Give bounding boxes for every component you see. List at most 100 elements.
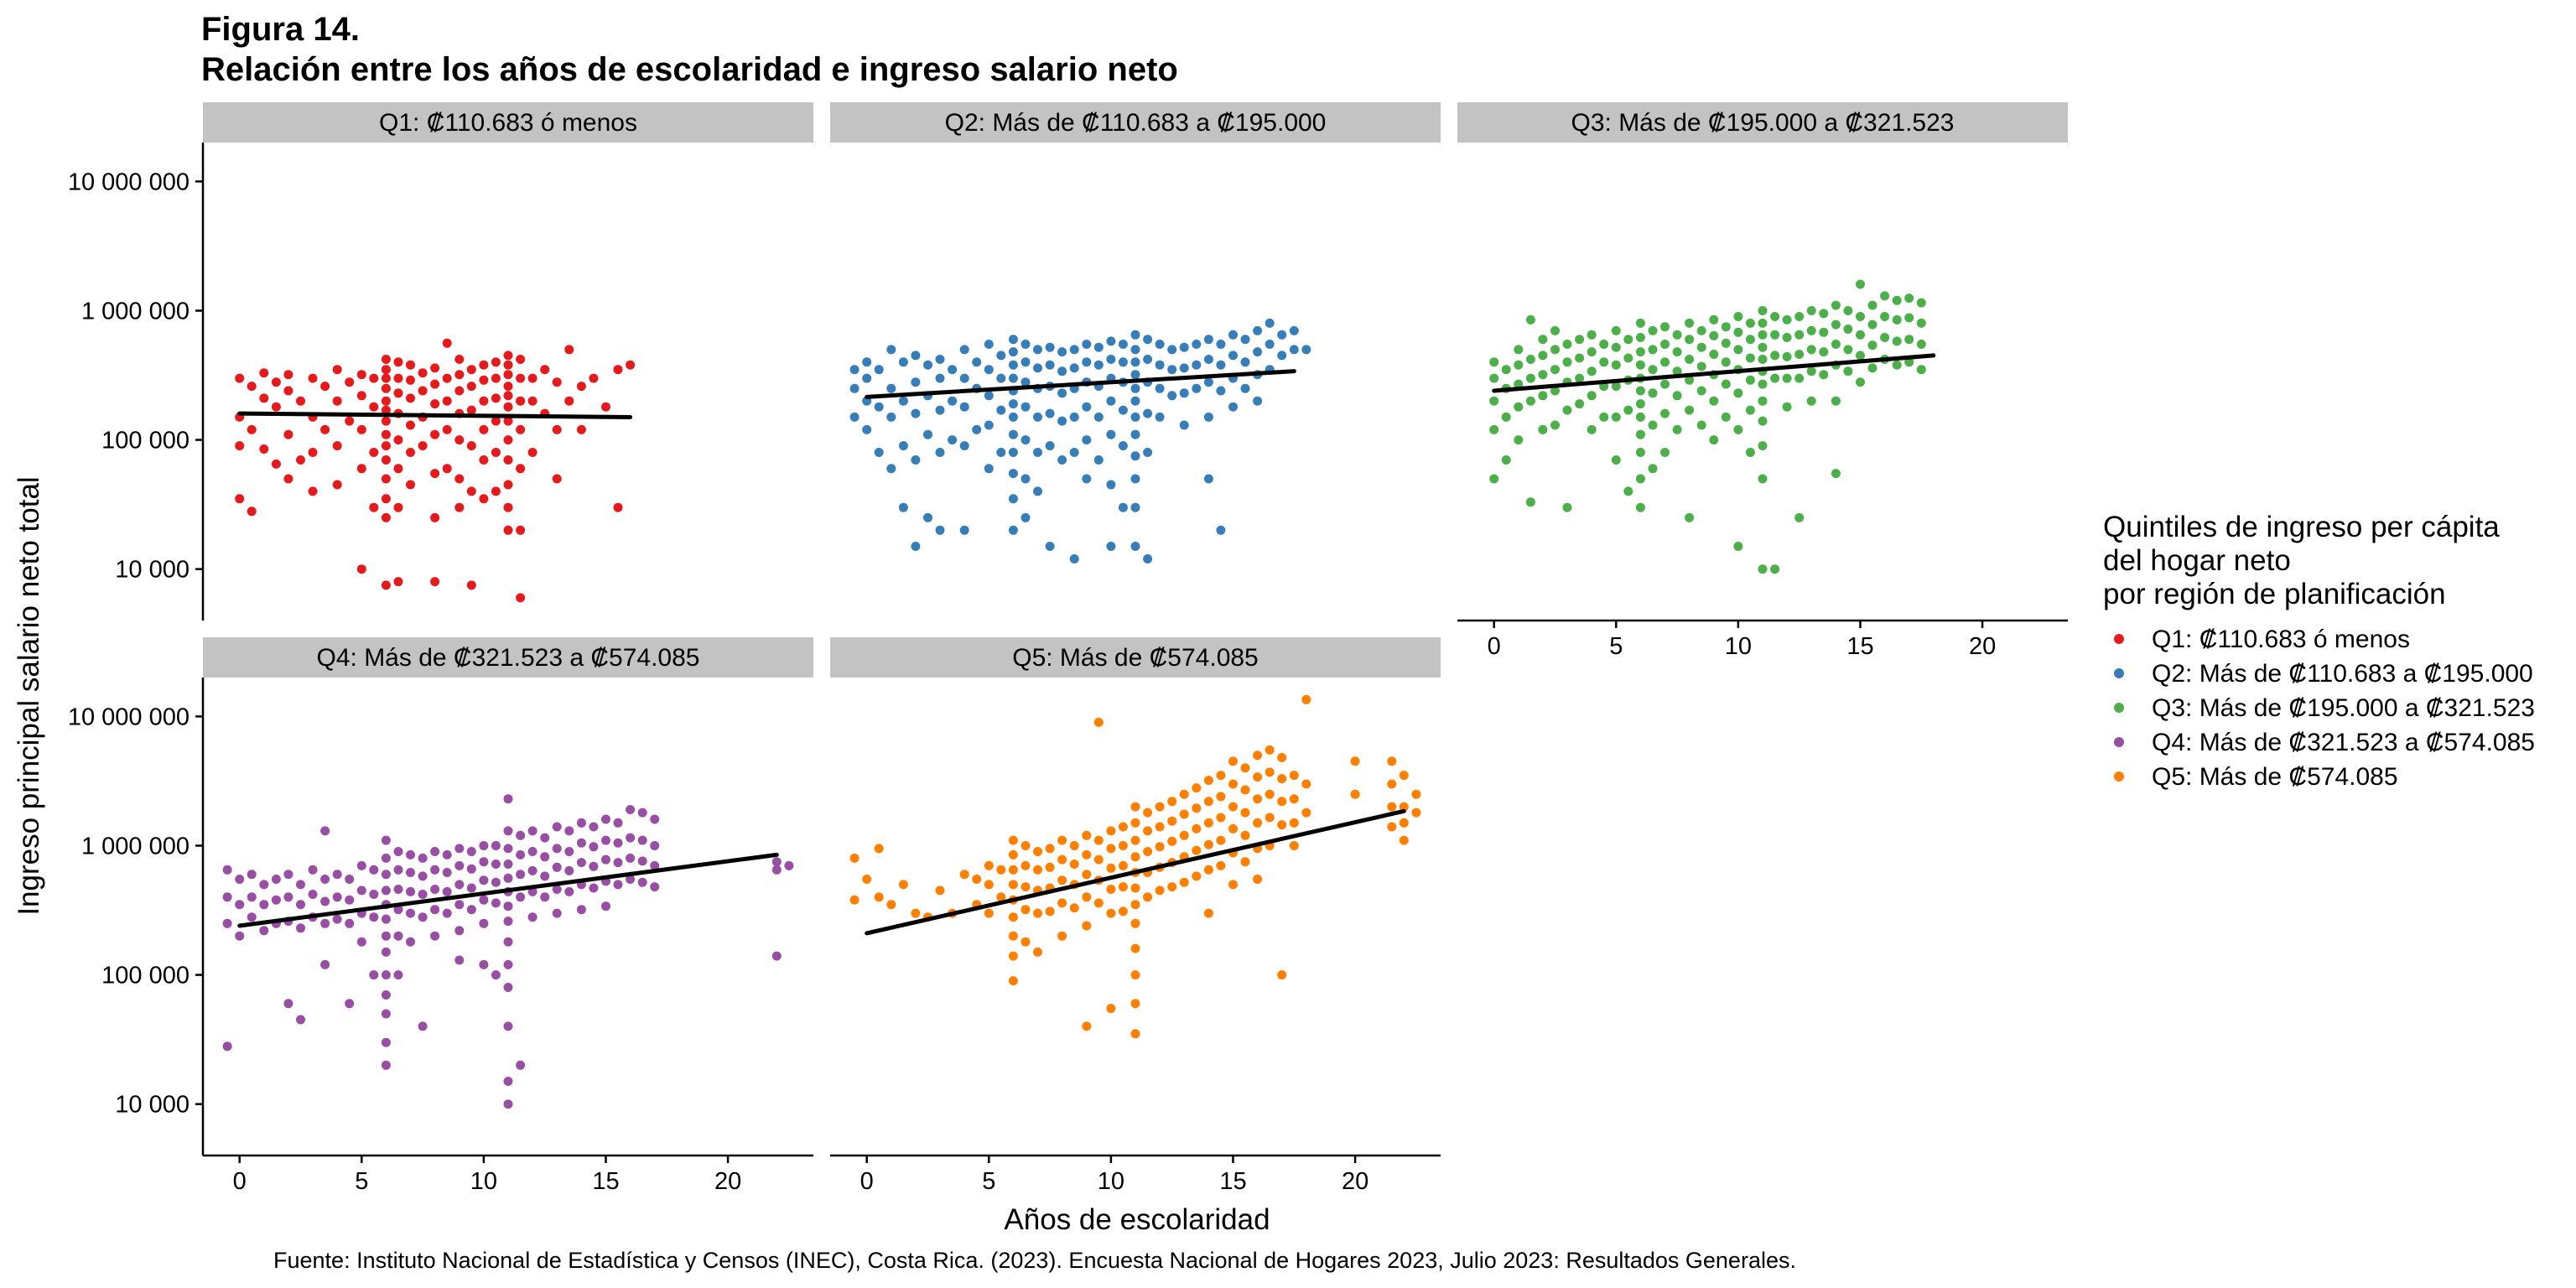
data-point xyxy=(1045,342,1055,352)
x-tick-label: 20 xyxy=(714,1168,741,1195)
data-point xyxy=(862,357,872,367)
data-point xyxy=(271,377,281,387)
data-point xyxy=(1758,342,1768,352)
data-point xyxy=(491,448,501,457)
data-point xyxy=(491,860,501,869)
x-tick-label: 20 xyxy=(1969,633,1996,660)
data-point xyxy=(503,402,513,412)
data-point xyxy=(1155,886,1165,896)
data-point xyxy=(406,393,415,403)
data-point xyxy=(1021,435,1031,445)
data-point xyxy=(1550,365,1560,375)
data-point xyxy=(1253,347,1263,357)
data-point xyxy=(406,908,415,918)
data-point xyxy=(516,373,526,383)
data-point xyxy=(1082,870,1092,880)
y-tick-label: 10 000 000 xyxy=(68,169,190,195)
data-point xyxy=(1167,797,1177,807)
data-point xyxy=(984,365,994,375)
data-point xyxy=(1501,365,1511,375)
data-point xyxy=(259,926,269,936)
data-point xyxy=(430,363,440,373)
data-point xyxy=(1093,342,1104,352)
data-point xyxy=(626,833,636,843)
data-point xyxy=(1082,402,1092,412)
data-point xyxy=(1575,373,1585,383)
data-point xyxy=(1525,373,1535,383)
data-point xyxy=(564,826,574,836)
data-point xyxy=(1155,412,1165,422)
data-point xyxy=(320,959,330,969)
data-point xyxy=(935,355,945,364)
data-point xyxy=(1758,474,1768,484)
data-point xyxy=(1021,860,1031,870)
data-point xyxy=(589,822,599,832)
data-point xyxy=(1082,921,1092,931)
data-point xyxy=(1387,779,1397,789)
data-point xyxy=(1216,835,1226,845)
data-point xyxy=(454,844,465,854)
data-point xyxy=(296,923,305,933)
data-point xyxy=(442,424,452,434)
data-point xyxy=(308,373,318,383)
data-point xyxy=(996,865,1006,875)
data-point xyxy=(1093,455,1104,465)
data-point xyxy=(1057,366,1067,377)
data-point xyxy=(601,814,610,824)
data-point xyxy=(1623,486,1633,496)
data-point xyxy=(1782,333,1792,342)
data-point xyxy=(454,386,465,396)
data-point xyxy=(1289,794,1299,804)
data-point xyxy=(874,448,884,457)
legend-swatch xyxy=(2114,771,2124,782)
data-point xyxy=(271,402,281,412)
data-point xyxy=(345,416,355,426)
data-point xyxy=(1904,357,1914,367)
data-point xyxy=(259,368,269,378)
data-point xyxy=(320,424,330,434)
data-point xyxy=(1611,382,1621,392)
data-point xyxy=(1118,340,1128,349)
x-tick-label: 10 xyxy=(1725,633,1752,660)
data-point xyxy=(1635,386,1645,396)
data-point xyxy=(1733,542,1743,551)
data-point xyxy=(1069,345,1079,355)
data-point xyxy=(1685,318,1695,328)
data-point xyxy=(479,360,489,370)
data-point xyxy=(1892,295,1902,305)
data-point xyxy=(1758,416,1768,426)
data-point xyxy=(1721,338,1731,348)
data-point xyxy=(1745,448,1755,457)
data-point xyxy=(1880,291,1890,301)
data-point xyxy=(650,882,660,892)
data-point xyxy=(1794,373,1805,383)
data-point xyxy=(601,854,610,865)
data-point xyxy=(283,370,293,380)
data-point xyxy=(235,931,245,941)
data-point xyxy=(1143,408,1153,418)
data-point xyxy=(1770,312,1780,321)
data-point xyxy=(996,448,1006,457)
data-point xyxy=(381,429,391,439)
data-point xyxy=(466,905,476,915)
data-point xyxy=(948,365,958,375)
data-point xyxy=(996,405,1006,415)
data-point xyxy=(1550,345,1560,355)
data-point xyxy=(1057,835,1067,845)
data-point xyxy=(1265,813,1275,823)
data-point xyxy=(1648,464,1658,474)
data-point xyxy=(576,858,586,868)
data-point xyxy=(1167,816,1177,826)
data-point xyxy=(1794,512,1805,522)
data-point xyxy=(1045,862,1055,872)
data-point xyxy=(1106,396,1116,406)
data-point xyxy=(369,448,379,457)
data-point xyxy=(1301,345,1311,355)
data-point xyxy=(466,864,476,874)
data-point xyxy=(637,877,647,887)
data-point xyxy=(1916,365,1926,375)
data-point xyxy=(381,441,391,451)
data-point xyxy=(1648,388,1658,398)
data-point xyxy=(503,844,513,854)
data-point xyxy=(1228,880,1238,890)
